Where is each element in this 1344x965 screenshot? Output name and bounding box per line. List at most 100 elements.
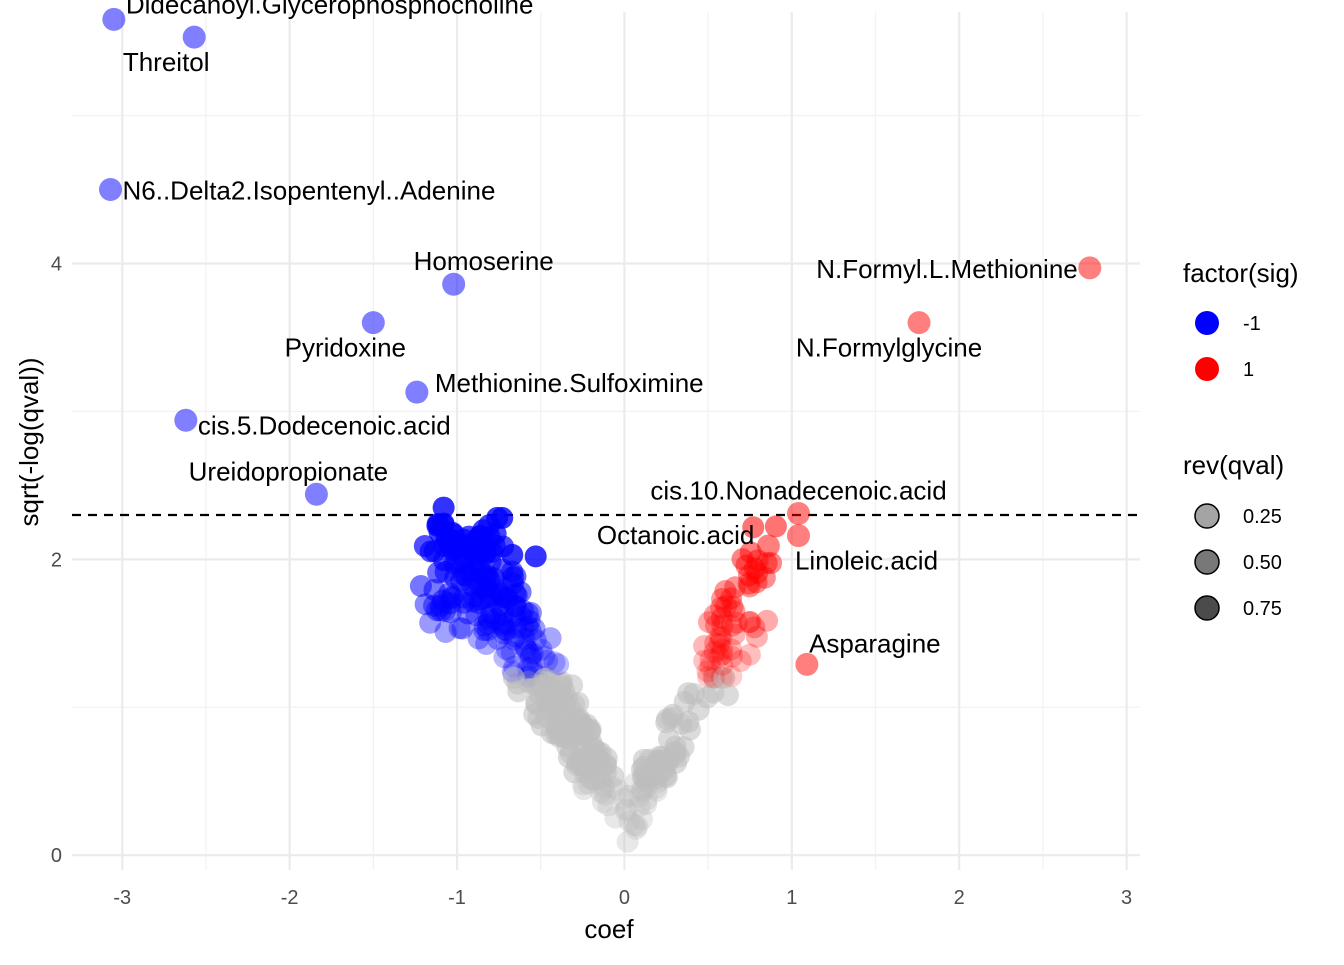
data-point <box>523 617 546 640</box>
data-point-labeled <box>99 178 123 202</box>
legend-sig-key <box>1195 311 1219 335</box>
data-point <box>440 529 463 552</box>
data-point <box>723 623 746 646</box>
data-point <box>626 815 649 838</box>
data-point <box>467 627 490 650</box>
data-point-labeled <box>182 25 206 49</box>
data-point <box>441 585 464 608</box>
data-point <box>504 595 527 618</box>
points-layer <box>99 7 1102 853</box>
data-point <box>673 690 696 713</box>
data-point <box>737 564 760 587</box>
data-point <box>501 543 524 566</box>
data-point <box>524 629 547 652</box>
data-point <box>502 666 525 689</box>
data-point-labeled <box>405 380 429 404</box>
data-point <box>419 611 442 634</box>
data-point <box>616 830 639 853</box>
data-point <box>579 718 602 741</box>
data-point <box>513 627 536 650</box>
data-point <box>705 614 728 637</box>
data-point <box>480 602 503 625</box>
data-point-labeled <box>361 311 385 335</box>
data-point <box>491 603 514 626</box>
data-point <box>738 611 761 634</box>
data-point <box>503 604 526 627</box>
data-point <box>738 643 761 666</box>
data-point <box>519 620 542 643</box>
data-point <box>698 611 721 634</box>
data-point <box>414 593 437 616</box>
data-point <box>532 645 555 668</box>
data-point <box>630 808 653 831</box>
data-point <box>711 638 734 661</box>
data-point <box>463 545 486 568</box>
data-point <box>708 632 731 655</box>
data-point <box>737 572 760 595</box>
data-point <box>484 607 507 630</box>
data-point <box>607 778 630 801</box>
data-point <box>476 613 499 636</box>
data-point <box>739 611 762 634</box>
legend-alpha-key <box>1194 503 1220 529</box>
data-point <box>491 614 514 637</box>
data-point <box>597 794 620 817</box>
data-point <box>439 601 462 624</box>
point-label: N6..Delta2.Isopentenyl..Adenine <box>123 176 496 206</box>
data-point <box>480 540 503 563</box>
data-point <box>517 640 540 663</box>
legend-alpha-label: 0.75 <box>1243 598 1282 620</box>
data-point <box>711 587 734 610</box>
data-point <box>523 703 546 726</box>
data-point <box>693 634 716 657</box>
data-point <box>709 625 732 648</box>
x-tick-label: 2 <box>954 887 965 909</box>
data-point <box>426 514 449 537</box>
data-point <box>486 506 509 529</box>
data-point <box>710 606 733 629</box>
data-point <box>625 817 648 840</box>
y-tick-label: 0 <box>51 845 62 867</box>
data-point <box>693 649 716 672</box>
data-point <box>524 545 547 568</box>
data-point <box>696 660 719 683</box>
data-point <box>451 617 474 640</box>
x-axis-title: coef <box>584 914 634 944</box>
y-tick-label: 2 <box>51 549 62 571</box>
data-point <box>567 691 590 714</box>
y-tick-label: 4 <box>51 253 62 275</box>
data-point <box>725 611 748 634</box>
data-point <box>720 645 743 668</box>
data-point <box>547 653 570 676</box>
data-point <box>456 602 479 625</box>
legend-alpha-label: 0.50 <box>1243 552 1282 574</box>
data-point-labeled <box>442 272 466 296</box>
data-point-labeled <box>102 7 126 31</box>
data-point <box>760 552 783 575</box>
point-label: Ureidopropionate <box>189 456 388 486</box>
data-point <box>711 614 734 637</box>
data-point <box>516 615 539 638</box>
data-point <box>716 684 739 707</box>
data-point <box>713 666 736 689</box>
data-point <box>720 587 743 610</box>
data-point <box>623 813 646 836</box>
data-point <box>557 746 580 769</box>
point-label: Linoleic.acid <box>795 546 938 576</box>
data-point <box>641 756 664 779</box>
data-point <box>503 625 526 648</box>
x-tick-label: 3 <box>1121 887 1132 909</box>
data-point <box>413 535 436 558</box>
data-point <box>515 638 538 661</box>
data-point <box>764 515 787 538</box>
data-point <box>746 562 769 585</box>
point-label: cis.10.Nonadecenoic.acid <box>650 475 946 505</box>
data-point <box>604 806 627 829</box>
data-point <box>709 596 732 619</box>
data-point <box>512 616 535 639</box>
data-point <box>720 638 743 661</box>
point-label: cis.5.Dodecenoic.acid <box>198 410 451 440</box>
data-point <box>635 793 658 816</box>
data-point <box>476 618 499 641</box>
data-point <box>614 799 637 822</box>
